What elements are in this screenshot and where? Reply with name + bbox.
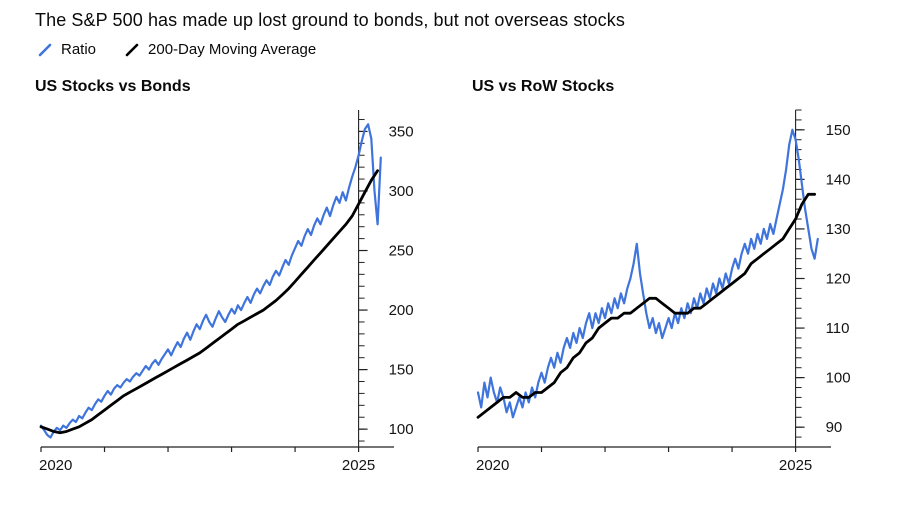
- x-tick-label: 2025: [779, 457, 812, 474]
- x-tick-label: 2020: [39, 457, 72, 474]
- y-tick-label: 110: [826, 320, 850, 337]
- moving-average-line-icon: [125, 43, 139, 56]
- legend-item-ratio: Ratio: [37, 41, 96, 58]
- y-tick-label: 130: [826, 221, 851, 238]
- ratio-line-icon: [38, 43, 52, 56]
- y-tick-label: 120: [826, 271, 851, 288]
- y-tick-label: 140: [826, 171, 851, 188]
- x-tick-label: 2020: [476, 457, 509, 474]
- x-tick-label: 2025: [342, 457, 375, 474]
- y-tick-label: 150: [389, 362, 414, 379]
- y-tick-label: 200: [389, 302, 414, 319]
- charts-row: US Stocks vs Bonds 2020 2025 100 150 200 250 3…: [35, 72, 870, 488]
- page-title: The S&P 500 has made up lost ground to b…: [35, 10, 625, 30]
- y-tick-label: 100: [389, 421, 414, 438]
- chart-legend: Ratio 200-Day Moving Average: [37, 41, 870, 58]
- series-line-ratio: [39, 123, 382, 439]
- y-tick-label: 90: [826, 419, 843, 436]
- y-tick-label: 300: [389, 183, 414, 200]
- y-tick-label: 100: [826, 370, 851, 387]
- chart-us-stocks-vs-bonds: US Stocks vs Bonds 2020 2025 100 150 200 250 3…: [35, 72, 458, 488]
- legend-item-moving-average: 200-Day Moving Average: [124, 41, 316, 58]
- series-line-ratio: [476, 128, 819, 419]
- y-tick-label: 350: [389, 123, 414, 140]
- legend-label-moving-average: 200-Day Moving Average: [148, 41, 317, 58]
- chart-title-us-vs-row-stocks: US vs RoW Stocks: [472, 78, 615, 95]
- us-stocks-vs-bonds-plot: 2020 2025 100 150 200 250 300 350: [39, 110, 414, 474]
- chart-us-vs-row-stocks: US vs RoW Stocks 2020 2025 90 100 110 120 130 1…: [472, 72, 895, 488]
- us-vs-row-stocks-plot: 2020 2025 90 100 110 120 130 140 150: [476, 109, 851, 474]
- series-line-200-day-moving-average: [476, 192, 817, 419]
- legend-label-ratio: Ratio: [61, 41, 97, 58]
- series-line-200-day-moving-average: [39, 169, 380, 435]
- chart-title-us-stocks-vs-bonds: US Stocks vs Bonds: [35, 78, 191, 95]
- y-tick-label: 150: [826, 122, 851, 139]
- y-tick-label: 250: [389, 243, 414, 260]
